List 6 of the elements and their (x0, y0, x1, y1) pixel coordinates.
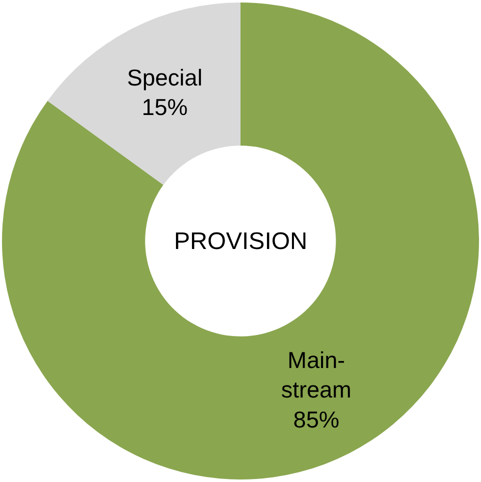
data-label: 15% (142, 94, 188, 120)
text: PROVISION (174, 228, 308, 255)
data-label: 85% (293, 406, 340, 433)
slice-label: Main- stream (281, 346, 352, 403)
slice-label: Special (126, 64, 202, 90)
donut-slice (48, 2, 240, 185)
